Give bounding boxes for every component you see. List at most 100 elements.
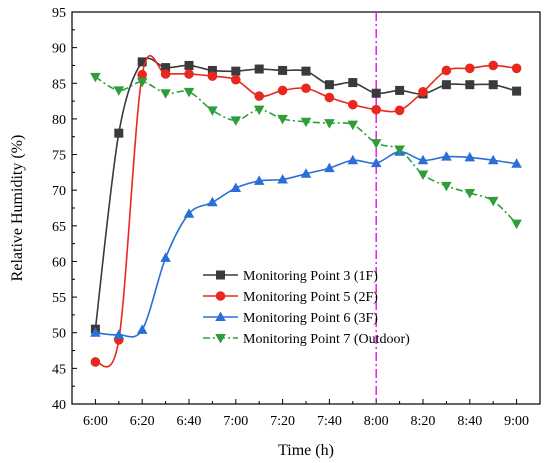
x-tick-label: 6:40 (177, 414, 202, 429)
data-point (160, 69, 171, 79)
data-point (207, 65, 217, 75)
data-point (348, 78, 358, 88)
data-point (184, 69, 194, 79)
data-point (324, 80, 334, 90)
data-point (230, 116, 242, 126)
data-point (136, 324, 148, 334)
tick-marks (72, 11, 518, 405)
tick-labels: 40 45 50 55 60 65 70 75 80 85 90 95 6:00 6:20 6:40 7:00… (52, 6, 529, 429)
legend-marker (216, 270, 225, 280)
data-point (347, 154, 359, 165)
data-point (254, 64, 264, 74)
data-point (90, 327, 101, 337)
data-point (113, 329, 125, 339)
data-point (300, 117, 312, 128)
data-point (370, 157, 382, 168)
series-monitoring-point-6-3f (90, 146, 522, 339)
data-point (254, 91, 264, 101)
data-point (347, 120, 359, 131)
data-point (464, 151, 476, 162)
data-point (301, 66, 311, 76)
series-line (95, 150, 517, 338)
data-point (371, 104, 382, 115)
series-line (94, 57, 517, 330)
y-tick-label: 55 (52, 291, 66, 306)
data-point (207, 196, 218, 207)
data-point (441, 80, 451, 90)
y-tick-label: 45 (52, 362, 66, 377)
legend-item: Monitoring Point 6 (3F) (203, 311, 378, 326)
data-point (511, 158, 522, 168)
data-point (394, 145, 405, 156)
x-tick-label: 7:00 (223, 414, 248, 429)
data-point (512, 86, 522, 96)
y-tick-label: 60 (52, 255, 66, 270)
x-tick-label: 7:40 (317, 414, 342, 429)
data-point (394, 105, 405, 116)
y-tick-label: 40 (52, 398, 66, 413)
series-line (94, 76, 518, 225)
data-point (231, 74, 241, 85)
data-point (207, 106, 218, 116)
y-tick-label: 95 (52, 6, 66, 21)
y-tick-label: 90 (52, 42, 66, 57)
legend-marker (215, 291, 226, 301)
legend-marker (215, 311, 226, 321)
y-tick-label: 80 (52, 113, 66, 128)
data-point (488, 60, 499, 71)
data-point (277, 173, 288, 184)
data-point (371, 88, 381, 98)
x-tick-label: 9:00 (504, 414, 529, 429)
data-point (230, 182, 242, 193)
data-point (441, 181, 452, 192)
data-point (277, 85, 288, 96)
data-point (231, 66, 241, 76)
data-point (487, 154, 499, 165)
data-point (90, 72, 101, 83)
data-point (253, 175, 265, 185)
legend-item: Monitoring Point 5 (2F) (203, 290, 378, 305)
legend-item: Monitoring Point 3 (1F) (203, 269, 378, 284)
data-point (301, 83, 311, 94)
y-tick-label: 70 (52, 184, 66, 199)
x-tick-label: 6:00 (83, 414, 108, 429)
data-point (183, 87, 195, 98)
legend-marker (215, 334, 226, 344)
legend-label: Monitoring Point 5 (2F) (243, 290, 378, 305)
data-point (137, 57, 147, 67)
data-point (161, 63, 171, 73)
data-point (90, 357, 101, 367)
series-monitoring-point-7-outdoor (90, 72, 522, 230)
x-tick-label: 8:40 (457, 414, 482, 429)
data-point (324, 92, 335, 103)
data-point (160, 252, 171, 262)
data-point (324, 119, 335, 129)
data-point (465, 80, 475, 90)
data-point (184, 60, 194, 70)
legend-item: Monitoring Point 7 (Outdoor) (203, 332, 410, 347)
x-tick-label: 6:20 (130, 414, 155, 429)
data-point (370, 139, 382, 149)
data-point (418, 87, 428, 97)
data-point (417, 154, 429, 165)
y-tick-label: 85 (52, 77, 66, 92)
data-point (300, 168, 312, 178)
data-point (207, 71, 218, 81)
data-point (183, 208, 195, 218)
data-point (417, 170, 429, 181)
series-layer (90, 55, 522, 368)
y-tick-label: 50 (52, 327, 66, 342)
data-point (465, 63, 475, 74)
y-axis-title: Relative Humidity (%) (9, 135, 26, 282)
data-point (395, 85, 405, 95)
legend-label: Monitoring Point 6 (3F) (243, 311, 378, 326)
y-tick-label: 65 (52, 220, 66, 235)
x-axis-title: Time (h) (278, 442, 334, 459)
y-tick-label: 75 (52, 149, 66, 164)
data-point (113, 86, 125, 96)
data-point (253, 105, 265, 116)
data-point (511, 219, 522, 230)
data-point (137, 69, 147, 80)
x-tick-label: 7:20 (270, 414, 295, 429)
